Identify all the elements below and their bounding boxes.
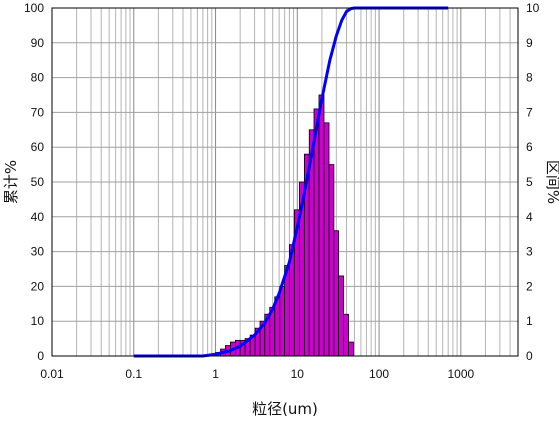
y-left-tick-label: 70	[31, 105, 45, 119]
interval-bar	[318, 94, 325, 357]
interval-bar	[348, 341, 354, 357]
plot-frame	[51, 7, 519, 357]
y-left-tick-label: 100	[24, 1, 44, 15]
y-right-tick-label: 4	[526, 210, 533, 224]
interval-bar	[279, 285, 286, 357]
x-tick-label: 0.01	[40, 367, 64, 381]
interval-bar	[338, 275, 344, 357]
x-tick-label: 0.1	[125, 367, 142, 381]
interval-bar	[333, 230, 340, 357]
y-left-tick-label: 10	[31, 314, 45, 328]
y-right-tick-label: 5	[526, 175, 533, 189]
interval-bar	[328, 164, 335, 357]
x-tick-label: 1	[212, 367, 219, 381]
y-right-tick-label: 8	[526, 71, 533, 85]
y-left-tick-label: 0	[37, 349, 44, 363]
y-right-tick-label: 10	[526, 1, 540, 15]
interval-bar	[343, 313, 349, 357]
tick-labels: 0.01 0.1 1 10 100 100001020304050607080901000…	[24, 1, 540, 381]
x-tick-label: 100	[369, 367, 389, 381]
y-left-tick-label: 20	[31, 279, 45, 293]
y-right-axis-title: 区间%	[544, 160, 559, 204]
y-right-tick-label: 7	[526, 105, 533, 119]
y-right-tick-label: 3	[526, 245, 533, 259]
y-left-tick-label: 60	[31, 140, 45, 154]
cumulative-line	[133, 6, 449, 358]
y-left-tick-label: 50	[31, 175, 45, 189]
x-axis-title: 粒径(um)	[252, 400, 318, 418]
interval-bar	[313, 108, 320, 357]
y-left-tick-label: 90	[31, 36, 45, 50]
y-left-axis-title: 累计%	[2, 160, 20, 204]
y-right-tick-label: 0	[526, 349, 533, 363]
x-tick-label: 1000	[447, 367, 474, 381]
y-right-tick-label: 6	[526, 140, 533, 154]
y-left-tick-label: 80	[31, 71, 45, 85]
y-right-tick-label: 1	[526, 314, 533, 328]
interval-bar	[323, 122, 330, 357]
x-tick-label: 10	[291, 367, 305, 381]
y-left-tick-label: 30	[31, 245, 45, 259]
y-right-tick-label: 2	[526, 279, 533, 293]
interval-bars	[215, 94, 354, 357]
y-left-tick-label: 40	[31, 210, 45, 224]
y-right-tick-label: 9	[526, 36, 533, 50]
